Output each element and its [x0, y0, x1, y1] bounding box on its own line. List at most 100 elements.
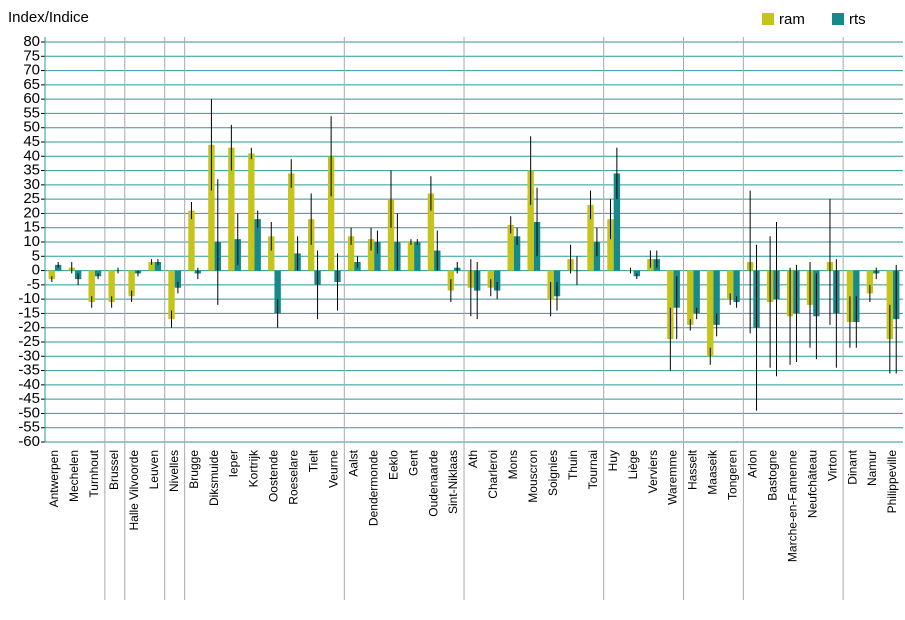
bar	[587, 204, 594, 271]
x-tick-label: Marche-en-Famenne	[785, 450, 799, 562]
y-tick-label: -10	[18, 290, 40, 307]
bar	[607, 219, 614, 271]
bar	[48, 270, 55, 280]
x-tick-label: Mechelen	[67, 450, 81, 502]
y-tick-label: -45	[18, 390, 40, 407]
bar	[687, 270, 694, 325]
x-tick-label: Waremme	[666, 450, 680, 505]
x-tick-label: Neufchâteau	[805, 450, 819, 518]
bar	[268, 236, 275, 271]
y-tick-label: 30	[23, 176, 40, 193]
x-tick-label: Aalst	[346, 449, 360, 476]
x-tick-label: Oostende	[267, 450, 281, 502]
x-tick-label: Tournai	[586, 450, 600, 489]
bar	[727, 270, 734, 300]
y-tick-label: 55	[23, 104, 40, 121]
y-tick-label: 45	[23, 133, 40, 150]
bar	[327, 156, 335, 271]
y-tick-label: 5	[32, 247, 40, 264]
y-tick-label: 50	[23, 119, 40, 136]
y-tick-label: 25	[23, 190, 40, 207]
y-tick-label: 20	[23, 204, 40, 221]
legend-swatch	[832, 13, 844, 25]
y-tick-label: 75	[23, 47, 40, 64]
x-tick-label: Kortrijk	[247, 449, 261, 487]
bar	[713, 270, 720, 325]
legend-swatch	[762, 13, 774, 25]
y-tick-label: -20	[18, 319, 40, 336]
y-tick-label: -25	[18, 333, 40, 350]
y-tick-label: -5	[27, 276, 40, 293]
x-tick-label: Leuven	[147, 450, 161, 489]
bar	[367, 239, 375, 271]
x-tick-label: Brussel	[107, 450, 121, 490]
x-tick-label: Turnhout	[87, 449, 101, 497]
y-tick-label: -35	[18, 362, 40, 379]
bar	[274, 270, 281, 314]
bar	[693, 270, 700, 314]
x-tick-label: Soignies	[546, 450, 560, 496]
bar	[168, 270, 175, 320]
x-tick-label: Gent	[406, 449, 420, 476]
bar	[513, 236, 521, 271]
x-tick-label: Charleroi	[486, 450, 500, 499]
x-tick-label: Arlon	[746, 450, 760, 478]
bar	[866, 270, 874, 294]
bar	[427, 193, 435, 271]
x-tick-label: Verviers	[646, 450, 660, 493]
bar	[527, 170, 534, 271]
x-tick-label: Mons	[506, 450, 520, 479]
y-tick-label: 40	[23, 147, 40, 164]
bar	[707, 270, 714, 357]
bar	[228, 147, 235, 271]
x-tick-label: Diksmuide	[207, 450, 221, 506]
bar	[507, 224, 514, 271]
bar	[613, 173, 621, 271]
bar	[148, 262, 155, 271]
x-tick-label: Philippeville	[885, 450, 899, 514]
legend-label: rts	[849, 11, 866, 28]
x-tick-label: Antwerpen	[47, 450, 61, 507]
bar	[733, 270, 740, 302]
x-tick-label: Brugge	[187, 450, 201, 489]
x-tick-label: Namur	[865, 450, 879, 486]
y-tick-label: -40	[18, 376, 40, 393]
y-tick-label: 70	[23, 62, 40, 79]
bar	[374, 242, 381, 271]
x-tick-label: Oudenaarde	[426, 450, 440, 517]
legend-label: ram	[779, 11, 805, 28]
x-tick-label: Sint-Niklaas	[446, 450, 460, 514]
bar	[414, 242, 421, 271]
y-tick-label: -55	[18, 419, 40, 436]
x-tick-label: Thuin	[566, 450, 580, 480]
bar	[188, 210, 195, 271]
y-tick-label: 15	[23, 219, 40, 236]
y-tick-label: 0	[32, 262, 40, 279]
x-tick-label: Tielt	[307, 449, 321, 472]
y-tick-label: 80	[23, 33, 40, 50]
x-tick-label: Virton	[825, 450, 839, 481]
x-tick-label: Roeselare	[287, 450, 301, 505]
x-tick-label: Tongeren	[726, 450, 740, 500]
y-tick-label: -50	[18, 404, 40, 421]
x-tick-label: Nivelles	[167, 450, 181, 492]
bar	[667, 270, 674, 340]
x-tick-label: Ath	[466, 450, 480, 468]
bar	[254, 219, 261, 271]
bar	[288, 173, 295, 271]
bar	[493, 270, 501, 291]
bar	[347, 236, 355, 271]
x-tick-label: Eeklo	[386, 450, 400, 480]
y-tick-label: 35	[23, 162, 40, 179]
x-tick-label: Veurne	[326, 450, 340, 488]
x-tick-label: Dendermonde	[366, 450, 380, 526]
bar	[387, 199, 395, 271]
bar	[248, 153, 255, 271]
y-tick-label: -30	[18, 347, 40, 364]
chart-title: Index/Indice	[8, 9, 89, 26]
x-tick-label: Halle Vilvoorde	[127, 450, 141, 531]
bar	[88, 270, 95, 302]
x-tick-label: Maaseik	[706, 449, 720, 495]
x-tick-label: Liège	[626, 450, 640, 480]
